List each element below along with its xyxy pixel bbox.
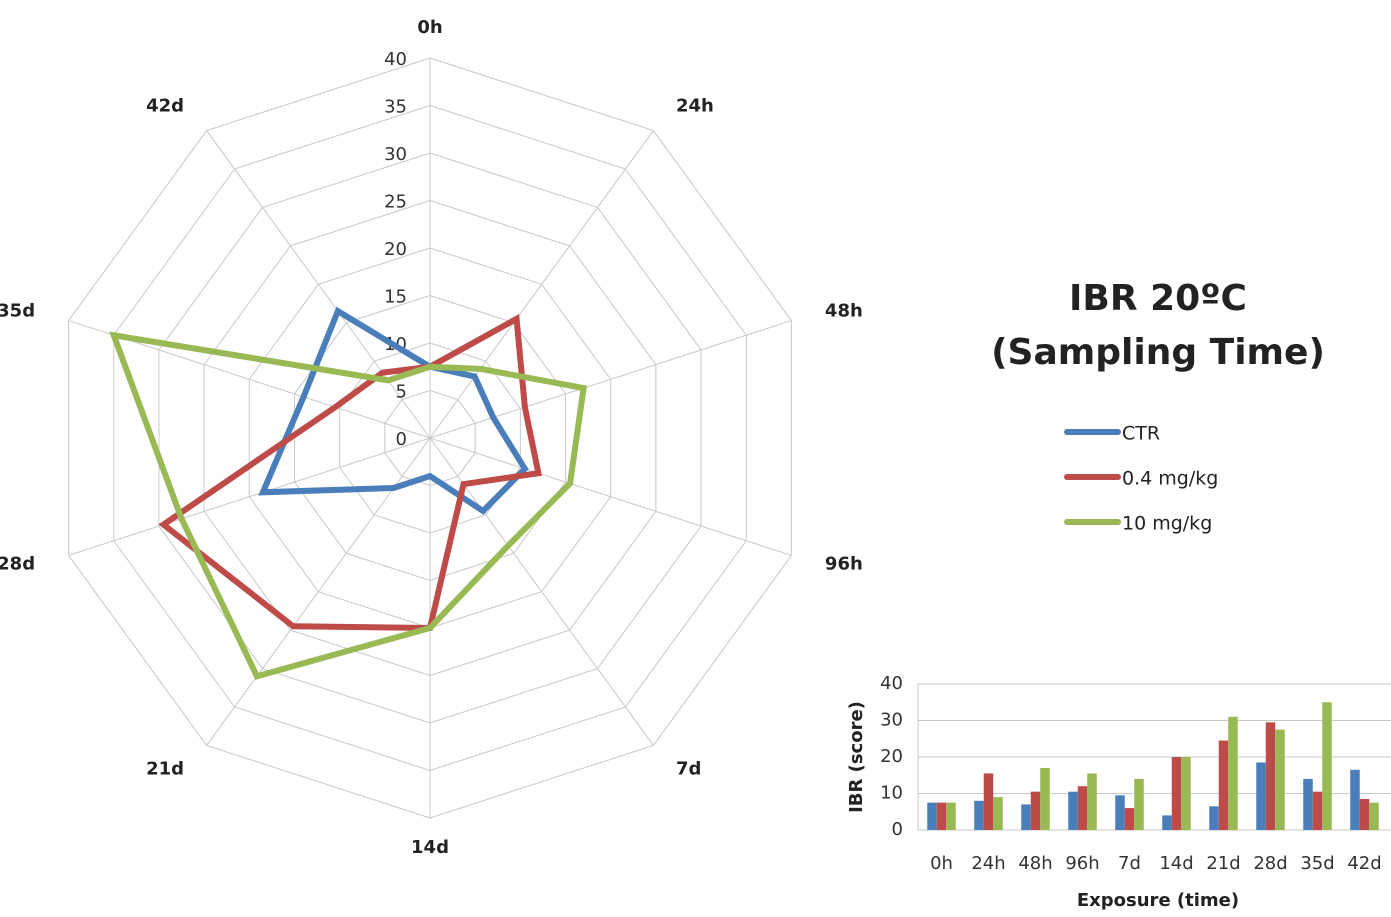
bar — [1162, 815, 1172, 830]
spoke — [429, 437, 792, 556]
x-axis-label: Exposure (time) — [1077, 890, 1239, 911]
y-axis-label: IBR (score) — [846, 701, 867, 813]
series-line — [158, 314, 542, 632]
x-tick-label: 14d — [1159, 853, 1193, 874]
bar — [1228, 716, 1238, 830]
spoke — [429, 130, 654, 439]
legend-label: CTR — [1122, 423, 1160, 445]
y-tick-label: 0 — [892, 819, 903, 840]
bar — [1115, 795, 1125, 830]
bar — [1181, 757, 1191, 830]
axis-label: 48h — [825, 300, 863, 321]
bar — [1218, 740, 1229, 830]
bar — [1303, 778, 1313, 830]
bar — [1124, 808, 1135, 830]
r-tick-label: 35 — [384, 97, 407, 118]
bar — [1275, 729, 1285, 830]
r-tick-label: 25 — [384, 192, 407, 213]
bar — [1350, 769, 1360, 830]
bar — [1322, 702, 1332, 830]
x-tick-label: 96h — [1065, 853, 1099, 874]
r-tick-label: 15 — [384, 287, 407, 308]
bar — [1021, 804, 1031, 830]
axis-label: 14d — [411, 837, 449, 858]
x-tick-label: 28d — [1253, 853, 1287, 874]
axis-label: 28d — [0, 554, 35, 575]
axis-label: 0h — [417, 17, 442, 38]
x-tick-label: 0h — [930, 853, 953, 874]
bar — [1068, 791, 1078, 830]
y-tick-label: 40 — [880, 673, 903, 694]
bar — [1265, 722, 1276, 830]
axis-label: 96h — [825, 554, 863, 575]
chart-title: IBR 20ºC — [1069, 278, 1247, 319]
y-tick-label: 10 — [880, 783, 903, 804]
x-tick-label: 35d — [1300, 853, 1334, 874]
axis-label: 21d — [146, 759, 184, 780]
bar — [974, 800, 984, 830]
bar — [983, 773, 994, 830]
bar — [1369, 802, 1379, 830]
bar — [1359, 798, 1370, 830]
axis-label: 7d — [676, 759, 701, 780]
r-tick-label: 0 — [396, 429, 407, 450]
bar — [936, 802, 947, 830]
bar — [993, 797, 1003, 830]
chart-title: (Sampling Time) — [991, 332, 1325, 373]
axis-label: 24h — [676, 95, 714, 116]
axis-label: 35d — [0, 300, 35, 321]
bar — [1134, 778, 1144, 830]
bar — [1030, 791, 1041, 830]
spoke — [429, 320, 792, 439]
r-tick-label: 40 — [384, 49, 407, 70]
spoke — [429, 437, 654, 746]
bar — [1040, 767, 1050, 830]
spoke — [206, 130, 431, 439]
r-tick-label: 5 — [396, 382, 407, 403]
legend-label: 0.4 mg/kg — [1122, 468, 1218, 490]
bar — [946, 802, 956, 830]
bar — [1256, 762, 1266, 830]
bar — [927, 802, 937, 830]
r-tick-label: 30 — [384, 144, 407, 165]
bar — [1209, 806, 1219, 830]
bar — [1312, 791, 1323, 830]
y-tick-label: 30 — [880, 710, 903, 731]
x-tick-label: 21d — [1206, 853, 1240, 874]
bar — [1087, 773, 1097, 830]
axis-label: 42d — [146, 95, 184, 116]
x-tick-label: 48h — [1018, 853, 1052, 874]
x-tick-label: 42d — [1347, 853, 1381, 874]
legend-label: 10 mg/kg — [1122, 513, 1212, 535]
series-line — [109, 331, 587, 680]
bar — [1171, 757, 1182, 830]
bar — [1077, 786, 1088, 830]
y-tick-label: 20 — [880, 746, 903, 767]
spoke — [68, 437, 431, 556]
x-tick-label: 24h — [971, 853, 1005, 874]
r-tick-label: 20 — [384, 239, 407, 260]
x-tick-label: 7d — [1118, 853, 1141, 874]
